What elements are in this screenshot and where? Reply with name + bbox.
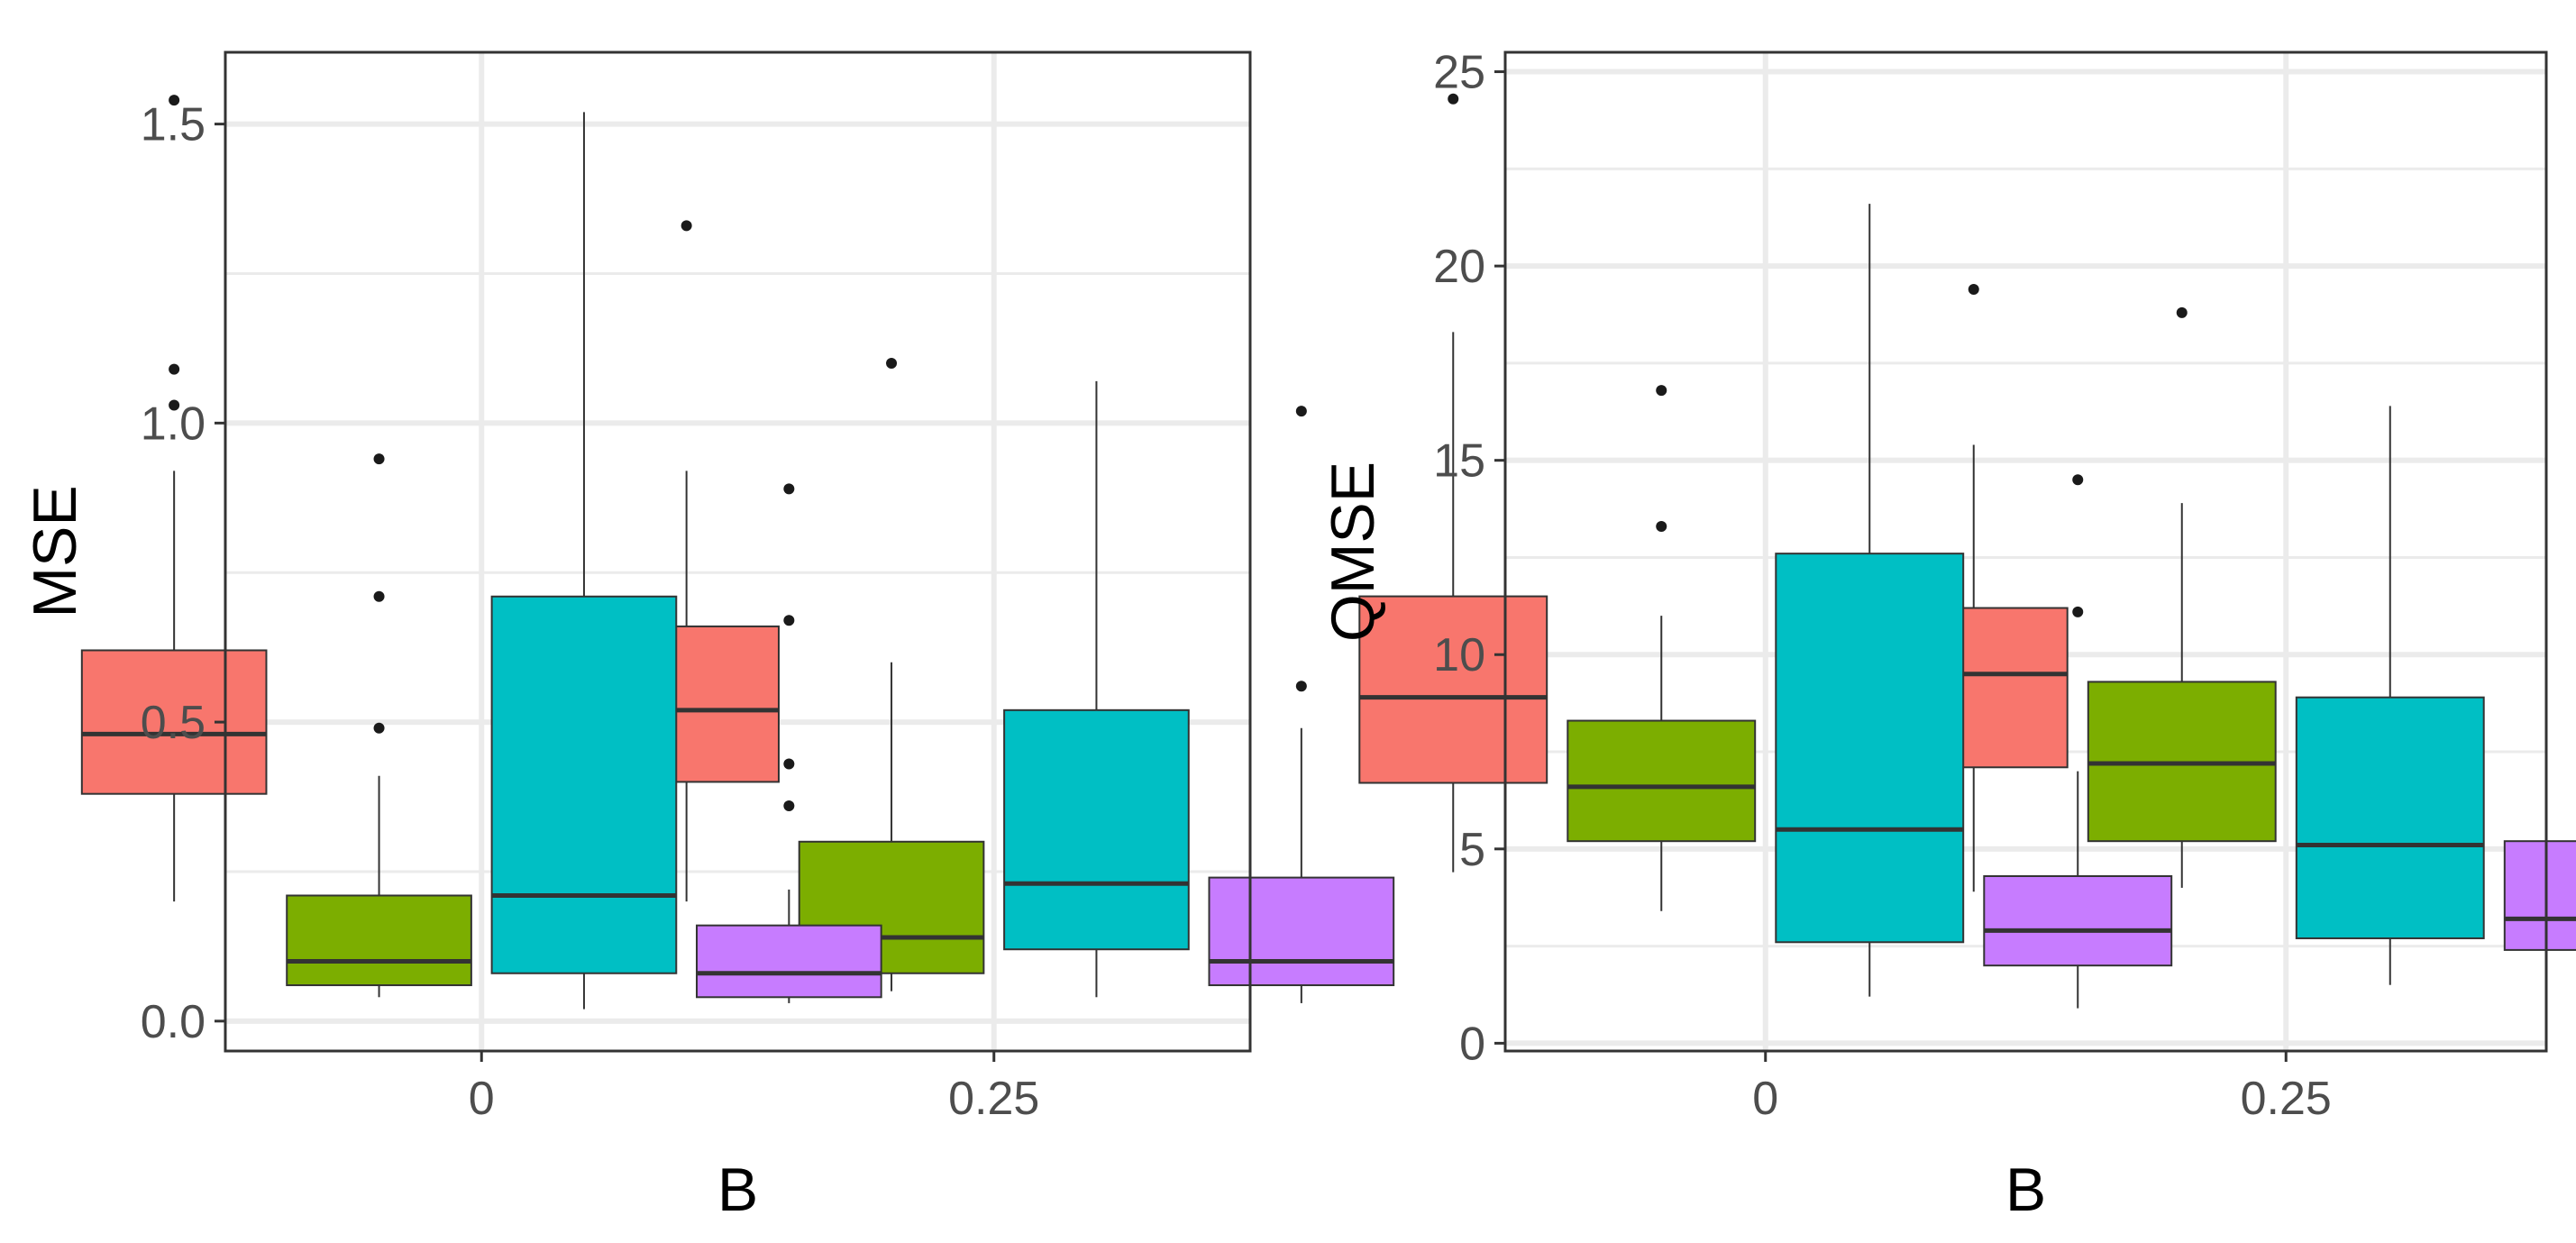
box-iqr: [80, 649, 268, 795]
qmse-y-tick-label: 25: [1433, 47, 1485, 99]
box-iqr: [286, 894, 472, 987]
mse-box-series-2-0: [286, 453, 472, 998]
outlier-point: [1968, 283, 1979, 295]
mse-x-axis-title: B: [717, 1156, 758, 1224]
outlier-point: [169, 399, 180, 411]
box-iqr: [2503, 840, 2576, 951]
outlier-point: [2072, 474, 2084, 486]
qmse-box-series-4-0.25: [2503, 840, 2576, 951]
qmse-box-series-1-0: [1358, 93, 1548, 873]
qmse-box-series-4-0: [1983, 474, 2173, 1009]
mse-box-series-3-0.25: [1003, 380, 1190, 998]
mse-x-tick-label: 0.25: [948, 1073, 1039, 1125]
box-iqr: [490, 595, 678, 974]
outlier-point: [1656, 520, 1667, 532]
outlier-point: [373, 453, 385, 465]
qmse-panel: 0 5 10 15 20 25 0 0.25 B QMSE: [1319, 47, 2576, 1224]
box-iqr: [696, 924, 882, 999]
qmse-x-axis-title: B: [2005, 1156, 2046, 1224]
qmse-y-axis-title: QMSE: [1319, 462, 1387, 642]
outlier-point: [2072, 606, 2084, 617]
qmse-box-series-2-0: [1567, 385, 1757, 911]
outlier-point: [886, 358, 898, 370]
mse-box-series-1-0: [80, 95, 268, 902]
outlier-point: [783, 758, 795, 770]
outlier-point: [373, 722, 385, 734]
qmse-y-tick-label: 0: [1459, 1018, 1485, 1070]
outlier-point: [681, 220, 692, 232]
outlier-point: [1295, 681, 1307, 692]
mse-panel-border: [224, 50, 1252, 1053]
qmse-box-series-3-0.25: [2295, 406, 2485, 985]
qmse-x-tick-label: 0: [1752, 1073, 1778, 1125]
box-iqr: [1003, 708, 1190, 951]
mse-y-tick-label: 0.5: [141, 697, 206, 749]
mse-y-tick-label: 1.5: [141, 99, 206, 151]
outlier-point: [783, 615, 795, 626]
outlier-point: [373, 590, 385, 602]
outlier-point: [1295, 406, 1307, 417]
mse-box-series-4-0: [696, 483, 882, 1003]
outlier-point: [2176, 306, 2188, 318]
outlier-point: [783, 483, 795, 495]
qmse-y-tick-label: 5: [1459, 824, 1485, 876]
mse-panel: 0.0 0.5 1.0 1.5 0 0.25 B MSE: [21, 50, 1395, 1224]
mse-y-tick-label: 1.0: [141, 398, 206, 450]
qmse-y-tick-label: 20: [1433, 241, 1485, 293]
mse-y-axis-title: MSE: [21, 485, 89, 617]
outlier-point: [1448, 93, 1459, 105]
mse-y-tick-label: 0.0: [141, 996, 206, 1048]
mse-x-tick-label: 0: [469, 1073, 495, 1125]
box-iqr: [1775, 553, 1965, 944]
outlier-point: [169, 95, 180, 106]
box-iqr: [1567, 719, 1757, 843]
box-iqr: [1208, 876, 1395, 987]
qmse-x-tick-label: 0.25: [2241, 1073, 2332, 1125]
outlier-point: [1656, 385, 1667, 397]
box-iqr: [1983, 874, 2173, 967]
box-iqr: [2295, 696, 2485, 939]
mse-box-series-3-0: [490, 112, 678, 1010]
qmse-box-series-2-0.25: [2087, 306, 2277, 888]
qmse-y-tick-label: 15: [1433, 435, 1485, 488]
qmse-box-series-3-0: [1775, 204, 1965, 997]
outlier-point: [783, 800, 795, 811]
qmse-panel-border: [1503, 50, 2548, 1053]
mse-box-series-4-0.25: [1208, 406, 1395, 1003]
outlier-point: [169, 363, 180, 375]
box-iqr: [1358, 595, 1548, 784]
qmse-y-tick-label: 10: [1433, 629, 1485, 681]
